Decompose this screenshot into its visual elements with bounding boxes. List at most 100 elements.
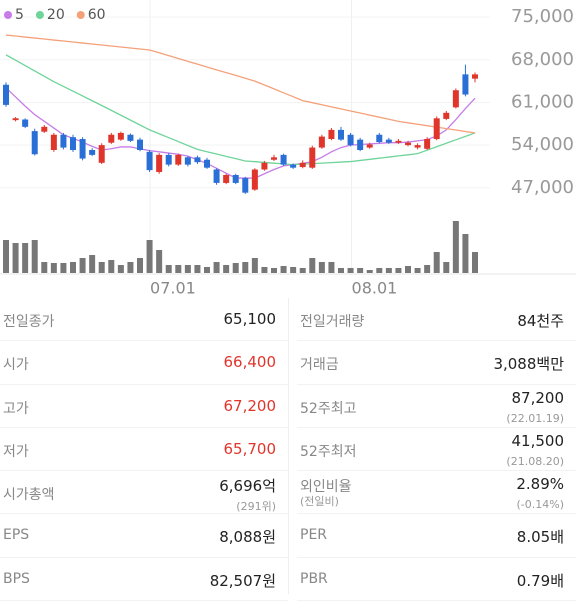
candle-body	[223, 175, 230, 183]
volume-bar	[184, 265, 191, 273]
candle-body	[31, 131, 38, 155]
volume-bar	[242, 262, 249, 273]
stat-row: EPS 8,088원	[0, 514, 288, 558]
volume-bar	[414, 268, 421, 273]
stat-value: 8,088원	[219, 528, 276, 547]
candle-body	[462, 74, 469, 95]
candle-body	[472, 74, 478, 79]
candle-body	[385, 139, 392, 143]
candle-body	[357, 139, 364, 150]
volume-bar	[50, 263, 57, 273]
stat-label: BPS	[3, 570, 30, 587]
candle-body	[433, 118, 440, 140]
stat-row: 52주최저 41,500 (21.08.20)	[297, 428, 576, 472]
volume-bar	[146, 240, 153, 273]
stat-label: 저가	[3, 443, 29, 460]
volume-bar	[31, 240, 38, 273]
candle-body	[175, 154, 182, 165]
stat-value: 3,088백만	[493, 355, 564, 374]
stat-sub: (22.01.19)	[506, 411, 564, 425]
candle-body	[338, 129, 344, 140]
candle-body	[232, 175, 239, 183]
stat-value: 84천주	[517, 312, 564, 330]
ma-line	[5, 87, 476, 179]
stat-label: PER	[300, 527, 328, 544]
stat-value: 0.79배	[516, 571, 564, 590]
legend-dot	[4, 11, 12, 19]
stat-value: 66,400	[223, 353, 277, 372]
volume-bar	[452, 221, 459, 273]
stat-label: 시가총액	[3, 487, 55, 504]
volume-bar	[328, 262, 335, 273]
x-tick-label: 07.01	[150, 279, 196, 298]
volume-bar	[89, 255, 96, 273]
legend-dot	[76, 11, 85, 19]
volume-bar	[271, 268, 277, 273]
y-tick-label: 54,000	[511, 134, 574, 155]
candle-body	[12, 118, 19, 121]
volume-bar	[41, 262, 48, 273]
volume-bar	[376, 268, 383, 273]
stat-label: EPS	[3, 527, 30, 544]
stat-label: 거래금	[300, 357, 339, 374]
volume-bar	[433, 252, 440, 273]
candle-body	[194, 157, 201, 163]
candle-body	[79, 139, 86, 159]
candle-body	[261, 162, 268, 170]
stat-label: PBR	[300, 570, 328, 587]
stat-label: 시가	[3, 357, 29, 374]
volume-bar	[251, 258, 258, 273]
candle-body	[127, 134, 134, 141]
candle-body	[22, 119, 29, 127]
candle-body	[156, 154, 163, 172]
candle-body	[108, 134, 115, 143]
stat-label-sub: (전일비)	[300, 495, 339, 509]
volume-bar	[175, 265, 182, 273]
ma-line	[5, 54, 476, 166]
volume-bar	[357, 268, 364, 273]
stat-row: 외인비율 (전일비) 2.89% (-0.14%)	[297, 471, 576, 515]
stat-label: 고가	[3, 400, 29, 417]
volume-bar	[70, 262, 76, 273]
volume-bar	[156, 250, 163, 273]
stat-sub: (21.08.20)	[506, 454, 564, 468]
candle-body	[395, 140, 402, 143]
volume-bar	[60, 263, 67, 273]
candle-body	[366, 144, 373, 148]
volume-bar	[22, 243, 29, 273]
candle-body	[328, 129, 335, 140]
stat-sub: (291위)	[236, 500, 276, 514]
legend-label: 60	[88, 7, 106, 23]
candle-body	[280, 154, 287, 165]
legend-label: 5	[15, 7, 24, 23]
volume-bar	[127, 262, 134, 273]
candle-body	[376, 134, 383, 143]
volume-bar	[472, 252, 478, 273]
stat-row: 전일거래량 84천주	[297, 298, 576, 342]
stat-value: 67,200	[223, 396, 277, 415]
stat-row: 시가 66,400	[0, 341, 288, 385]
candle-body	[70, 137, 76, 150]
volume-bar	[462, 234, 469, 273]
volume-bar	[309, 258, 316, 273]
stat-row: BPS 82,507원	[0, 558, 288, 601]
volume-bar	[117, 265, 124, 273]
stat-value: 6,696억	[219, 477, 276, 496]
volume-bar	[232, 263, 239, 273]
ma-line	[5, 34, 476, 134]
stat-value: 2.89%	[516, 475, 564, 494]
candle-body	[318, 136, 325, 148]
candle-body	[137, 139, 143, 150]
volume-bar	[366, 270, 373, 273]
y-tick-label: 75,000	[511, 6, 574, 27]
volume-bar	[79, 258, 86, 273]
stat-value: 82,507원	[209, 571, 276, 590]
volume-bar	[165, 265, 172, 273]
volume-bar	[280, 266, 287, 273]
stat-sub: (-0.14%)	[516, 498, 565, 512]
candle-body	[184, 157, 191, 165]
volume-bar	[443, 262, 450, 273]
stat-row: 52주최고 87,200 (22.01.19)	[297, 385, 576, 428]
stat-label: 전일종가	[3, 314, 55, 330]
